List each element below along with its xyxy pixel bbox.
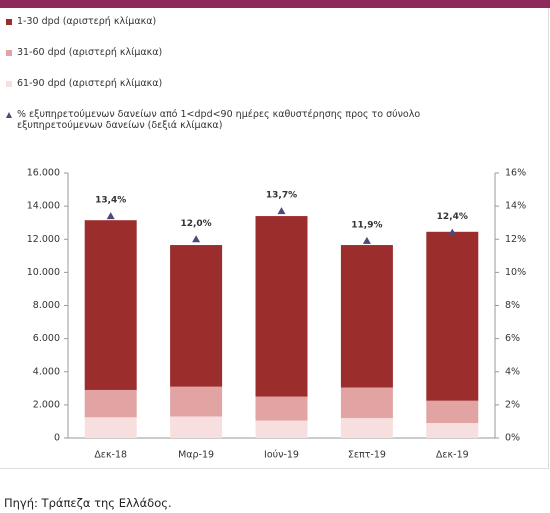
data-label: 11,9%	[351, 220, 382, 230]
y-tick-label: 16.000	[27, 168, 60, 179]
marker	[448, 228, 457, 236]
y-tick-label: 10.000	[27, 267, 60, 278]
bar-segment	[426, 423, 479, 438]
y2-tick-label: 10%	[505, 267, 526, 278]
bar-segment	[84, 220, 137, 390]
y2-tick-label: 4%	[505, 366, 520, 377]
y-tick-label: 8.000	[33, 300, 60, 311]
bar-segment	[340, 245, 393, 388]
legend-item: 31-60 dpd (αριστερή κλίμακα)	[6, 47, 526, 58]
y2-tick-label: 14%	[505, 201, 526, 212]
bar-segment	[170, 245, 223, 387]
legend-label: % εξυπηρετούμενων δανείων από 1<dpd<90 η…	[17, 109, 421, 131]
y2-tick-label: 0%	[505, 433, 520, 444]
marker	[106, 212, 115, 220]
y-tick-label: 2.000	[33, 399, 60, 410]
y2-tick-label: 2%	[505, 399, 520, 410]
x-tick-label: Μαρ-19	[178, 450, 214, 461]
header-bar	[0, 0, 550, 8]
legend-swatch	[6, 81, 12, 87]
y-tick-label: 4.000	[33, 366, 60, 377]
legend-item: 61-90 dpd (αριστερή κλίμακα)	[6, 78, 526, 89]
bar-segment	[340, 418, 393, 438]
legend-label: 1-30 dpd (αριστερή κλίμακα)	[17, 16, 157, 27]
x-tick-label: Δεκ-18	[94, 450, 127, 461]
y2-tick-label: 12%	[505, 234, 526, 245]
legend-swatch	[6, 112, 12, 118]
data-label: 12,0%	[180, 219, 211, 229]
legend-label: 31-60 dpd (αριστερή κλίμακα)	[17, 47, 163, 58]
legend-item: % εξυπηρετούμενων δανείων από 1<dpd<90 η…	[6, 109, 526, 131]
bar-segment	[426, 400, 479, 424]
y-tick-label: 0	[54, 433, 60, 444]
y-tick-label: 14.000	[27, 201, 60, 212]
bar-segment	[426, 231, 479, 401]
bar-segment	[255, 396, 308, 421]
legend-item: 1-30 dpd (αριστερή κλίμακα)	[6, 16, 526, 27]
marker	[362, 236, 371, 244]
legend-label: 61-90 dpd (αριστερή κλίμακα)	[17, 78, 163, 89]
bar-segment	[170, 386, 223, 417]
bar-segment	[84, 389, 137, 418]
source: Πηγή: Τράπεζα της Ελλάδος.	[4, 496, 172, 510]
chart-panel	[0, 8, 549, 469]
data-label: 12,4%	[437, 212, 468, 222]
x-tick-label: Ιούν-19	[264, 450, 299, 461]
y2-tick-label: 8%	[505, 300, 520, 311]
y-tick-label: 12.000	[27, 234, 60, 245]
x-tick-label: Σεπτ-19	[348, 450, 386, 461]
y-tick-label: 6.000	[33, 333, 60, 344]
legend-swatch	[6, 19, 12, 25]
marker	[277, 207, 286, 215]
marker	[192, 235, 201, 243]
legend-swatch	[6, 50, 12, 56]
bar-segment	[255, 420, 308, 438]
bar-segment	[170, 416, 223, 438]
data-label: 13,7%	[266, 191, 297, 201]
x-tick-label: Δεκ-19	[436, 450, 469, 461]
y2-tick-label: 6%	[505, 333, 520, 344]
data-label: 13,4%	[95, 196, 126, 206]
bar-segment	[255, 216, 308, 397]
y2-tick-label: 16%	[505, 168, 526, 179]
bar-segment	[84, 417, 137, 438]
bar-segment	[340, 387, 393, 419]
